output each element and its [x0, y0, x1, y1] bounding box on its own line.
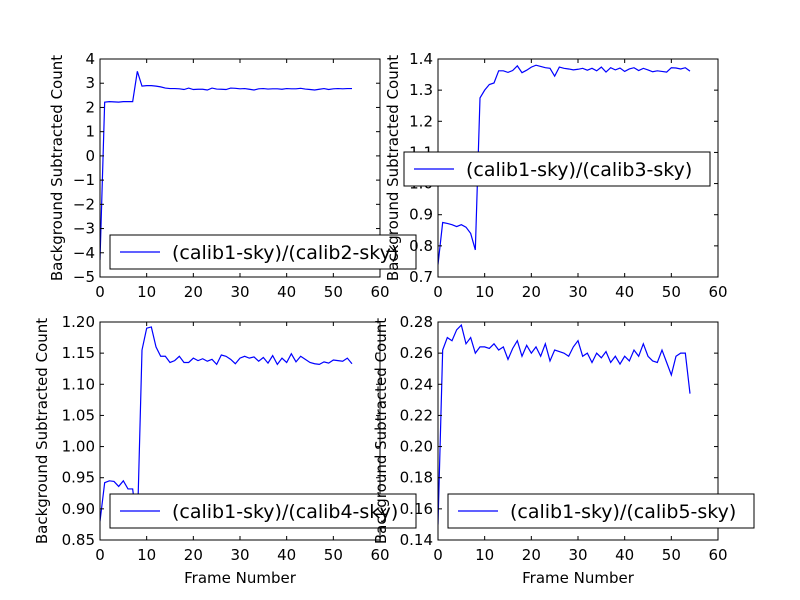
- chart4-y-tick-label: 0.24: [400, 375, 433, 393]
- chart3-legend: (calib1-sky)/(calib4-sky): [109, 493, 417, 529]
- chart1-y-tick-label: 3: [85, 74, 95, 92]
- chart1-y-tick-label: 4: [85, 50, 95, 68]
- chart3-x-tick-label: 50: [324, 546, 343, 564]
- chart1-y-tick-label: −3: [73, 220, 95, 238]
- chart4-y-tick-label: 0.18: [400, 469, 433, 487]
- chart4-y-tick-label: 0.28: [400, 313, 433, 331]
- chart1-x-tick-label: 20: [184, 283, 203, 301]
- chart2-legend: (calib1-sky)/(calib3-sky): [403, 151, 711, 187]
- chart4-x-tick-label: 0: [433, 546, 443, 564]
- chart1-y-tick-label: −4: [73, 244, 95, 262]
- chart4-x-tick-label: 60: [708, 546, 727, 564]
- chart4-y-tick-label: 0.16: [400, 500, 433, 518]
- chart3-x-tick-label: 20: [184, 546, 203, 564]
- chart2-y-tick-label: 1.3: [409, 81, 433, 99]
- chart3-legend-box: [109, 493, 417, 529]
- chart2-y-tick-label: 1.4: [409, 50, 433, 68]
- chart3-x-tick-label: 0: [95, 546, 105, 564]
- chart3-x-tick-label: 40: [277, 546, 296, 564]
- chart3-x-tick-label: 60: [370, 546, 389, 564]
- chart1-legend-box: [109, 234, 417, 270]
- chart1-x-tick-label: 0: [95, 283, 105, 301]
- chart1-y-tick-label: 2: [85, 98, 95, 116]
- chart3-y-tick-label: 0.95: [62, 469, 95, 487]
- chart3-y-tick-label: 0.90: [62, 500, 95, 518]
- chart2-y-axis-label: Background Subtracted Count: [384, 55, 402, 281]
- chart4-x-tick-label: 50: [662, 546, 681, 564]
- chart1-legend: (calib1-sky)/(calib2-sky): [109, 234, 417, 270]
- chart3-y-tick-label: 0.85: [62, 531, 95, 549]
- chart3-y-tick-label: 1.20: [62, 313, 95, 331]
- chart1-x-tick-label: 60: [370, 283, 389, 301]
- chart2-x-tick-label: 30: [568, 283, 587, 301]
- chart1-legend-label: (calib1-sky)/(calib2-sky): [172, 242, 398, 264]
- chart4-legend-box: [447, 493, 755, 529]
- chart1-y-tick-label: −1: [73, 171, 95, 189]
- chart2-legend-box: [403, 151, 711, 187]
- chart3-y-tick-label: 1.00: [62, 438, 95, 456]
- chart3-y-tick-label: 1.05: [62, 406, 95, 424]
- chart4-x-axis-label: Frame Number: [522, 569, 635, 587]
- chart2-x-tick-label: 40: [615, 283, 634, 301]
- chart1-panel: 0 10 20 30 40 50 60 −5 −4 −3 −2 −1 0 1 2 3 4 Background S…: [48, 50, 417, 301]
- chart1-y-tick-label: −2: [73, 195, 95, 213]
- chart1-y-tick-label: 1: [85, 123, 95, 141]
- chart1-x-tick-label: 10: [137, 283, 156, 301]
- chart3-x-tick-label: 10: [137, 546, 156, 564]
- chart3-x-axis-label: Frame Number: [184, 569, 297, 587]
- chart3-y-tick-label: 1.10: [62, 375, 95, 393]
- chart2-y-tick-label: 0.9: [409, 206, 433, 224]
- chart1-x-tick-label: 30: [230, 283, 249, 301]
- chart1-x-tick-label: 50: [324, 283, 343, 301]
- chart4-x-tick-label: 20: [522, 546, 541, 564]
- chart4-y-tick-label: 0.20: [400, 438, 433, 456]
- chart4-x-tick-label: 10: [475, 546, 494, 564]
- chart4-series-line-1: [438, 323, 691, 525]
- chart2-y-tick-label: 1.2: [409, 112, 433, 130]
- chart4-legend-label: (calib1-sky)/(calib5-sky): [510, 501, 736, 523]
- chart2-x-tick-label: 0: [433, 283, 443, 301]
- chart2-x-tick-label: 10: [475, 283, 494, 301]
- chart2-x-tick-label: 20: [522, 283, 541, 301]
- chart3-series-line-1: [100, 326, 353, 528]
- chart2-panel: 01020304050600.70.80.91.01.11.21.31.4Bac…: [384, 50, 728, 301]
- chart4-x-tick-label: 40: [615, 546, 634, 564]
- chart4-x-tick-label: 30: [568, 546, 587, 564]
- chart4-y-tick-label: 0.22: [400, 406, 433, 424]
- chart3-panel: 0 10 20 30 40 50 60 0.85 0.90 0.95 1.00 1.05 1.10 1.1…: [33, 313, 417, 587]
- chart2-series-line-1: [438, 64, 691, 265]
- chart4-legend: (calib1-sky)/(calib5-sky): [447, 493, 755, 529]
- chart2-legend-label: (calib1-sky)/(calib3-sky): [466, 159, 692, 181]
- chart2-y-tick-label: 0.7: [409, 268, 433, 286]
- chart4-y-tick-label: 0.14: [400, 531, 433, 549]
- chart4-panel: 0 10 20 30 40 50 60 0.14 0.16 0.18 0.20 0.22 0.24 0.2…: [372, 313, 755, 587]
- chart3-y-axis-label: Background Subtracted Count: [33, 318, 51, 544]
- chart2-y-tick-label: 0.8: [409, 237, 433, 255]
- chart2-x-tick-label: 50: [662, 283, 681, 301]
- chart3-x-tick-label: 30: [230, 546, 249, 564]
- chart1-series-line-1: [100, 71, 352, 261]
- chart1-y-axis-label: Background Subtracted Count: [48, 55, 66, 281]
- chart1-y-tick-label: −5: [73, 268, 95, 286]
- chart4-y-tick-label: 0.26: [400, 344, 433, 362]
- chart3-y-tick-label: 1.15: [62, 344, 95, 362]
- chart4-y-axis-label: Background Subtracted Count: [372, 318, 390, 544]
- chart1-x-tick-label: 40: [277, 283, 296, 301]
- chart3-legend-label: (calib1-sky)/(calib4-sky): [172, 501, 398, 523]
- chart1-y-tick-label: 0: [85, 147, 95, 165]
- chart2-x-tick-label: 60: [708, 283, 727, 301]
